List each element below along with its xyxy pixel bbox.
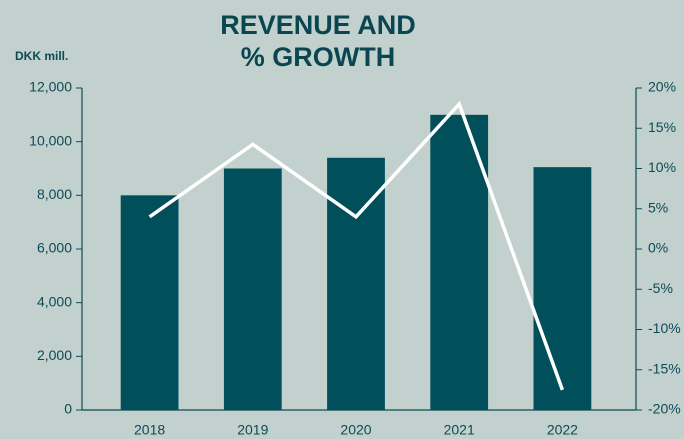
y2-tick-label: 0% <box>648 240 668 256</box>
chart-title: REVENUE AND <box>220 10 416 40</box>
y-tick-label: 0 <box>64 401 72 417</box>
y-tick-label: 6,000 <box>37 240 72 256</box>
y2-tick-label: -15% <box>648 360 681 376</box>
y2-tick-label: 5% <box>648 199 668 215</box>
x-tick-label: 2018 <box>134 422 165 438</box>
y-tick-label: 8,000 <box>37 186 72 202</box>
y2-tick-label: 20% <box>648 79 676 95</box>
y-tick-label: 12,000 <box>29 79 72 95</box>
y2-tick-label: 10% <box>648 159 676 175</box>
bar <box>533 167 592 410</box>
y-axis-label: DKK mill. <box>15 49 68 63</box>
bar <box>430 114 489 410</box>
x-tick-label: 2020 <box>340 422 371 438</box>
y2-tick-label: -5% <box>648 280 673 296</box>
bar <box>223 168 282 410</box>
x-tick-label: 2019 <box>237 422 268 438</box>
bar <box>120 195 179 410</box>
chart-title: % GROWTH <box>241 42 396 72</box>
y-tick-label: 4,000 <box>37 293 72 309</box>
y2-tick-label: 15% <box>648 119 676 135</box>
y2-tick-label: -20% <box>648 401 681 417</box>
y-tick-label: 10,000 <box>29 132 72 148</box>
bar <box>327 157 385 410</box>
y2-tick-label: -10% <box>648 320 681 336</box>
x-tick-label: 2021 <box>444 422 475 438</box>
growth-line <box>148 100 565 391</box>
y-tick-label: 2,000 <box>37 347 72 363</box>
x-tick-label: 2022 <box>547 422 578 438</box>
